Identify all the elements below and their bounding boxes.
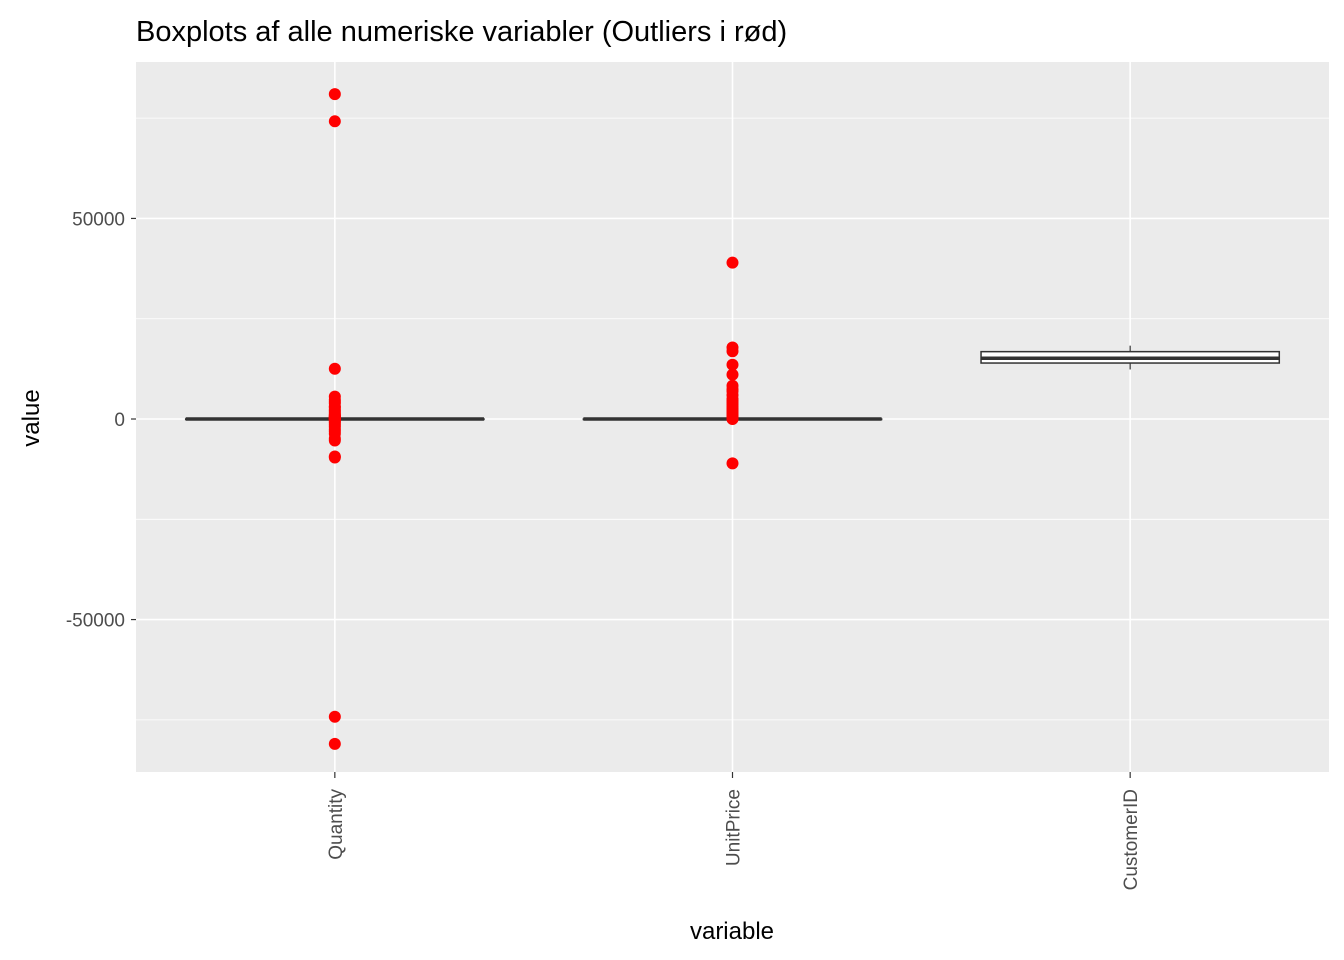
outlier-point xyxy=(726,457,739,470)
outlier-point xyxy=(328,362,341,375)
box-customerid xyxy=(980,345,1281,370)
outlier-point xyxy=(726,412,739,425)
outlier-point xyxy=(726,256,739,269)
x-tick-label: CustomerID xyxy=(1121,789,1142,890)
x-axis-title: variable xyxy=(690,918,774,945)
outlier-point xyxy=(726,345,739,358)
y-tick-label: 50000 xyxy=(72,209,125,230)
outlier-point xyxy=(328,88,341,101)
outlier-point xyxy=(328,451,341,464)
outlier-point xyxy=(328,710,341,723)
x-tick-label: UnitPrice xyxy=(724,789,745,866)
outlier-point xyxy=(328,737,341,750)
outlier-point xyxy=(726,358,739,371)
y-tick-label: 0 xyxy=(114,410,125,431)
y-axis-title: value xyxy=(18,389,45,446)
outlier-point xyxy=(726,368,739,381)
chart-title: Boxplots af alle numeriske variabler (Ou… xyxy=(136,16,787,48)
y-tick-label: -50000 xyxy=(66,611,125,632)
outlier-points xyxy=(328,88,739,750)
y-axis: -50000 0 50000 xyxy=(66,209,136,632)
outlier-point xyxy=(328,434,341,447)
x-axis: Quantity UnitPrice CustomerID xyxy=(326,772,1142,890)
outlier-point xyxy=(328,115,341,128)
x-tick-label: Quantity xyxy=(326,789,347,860)
